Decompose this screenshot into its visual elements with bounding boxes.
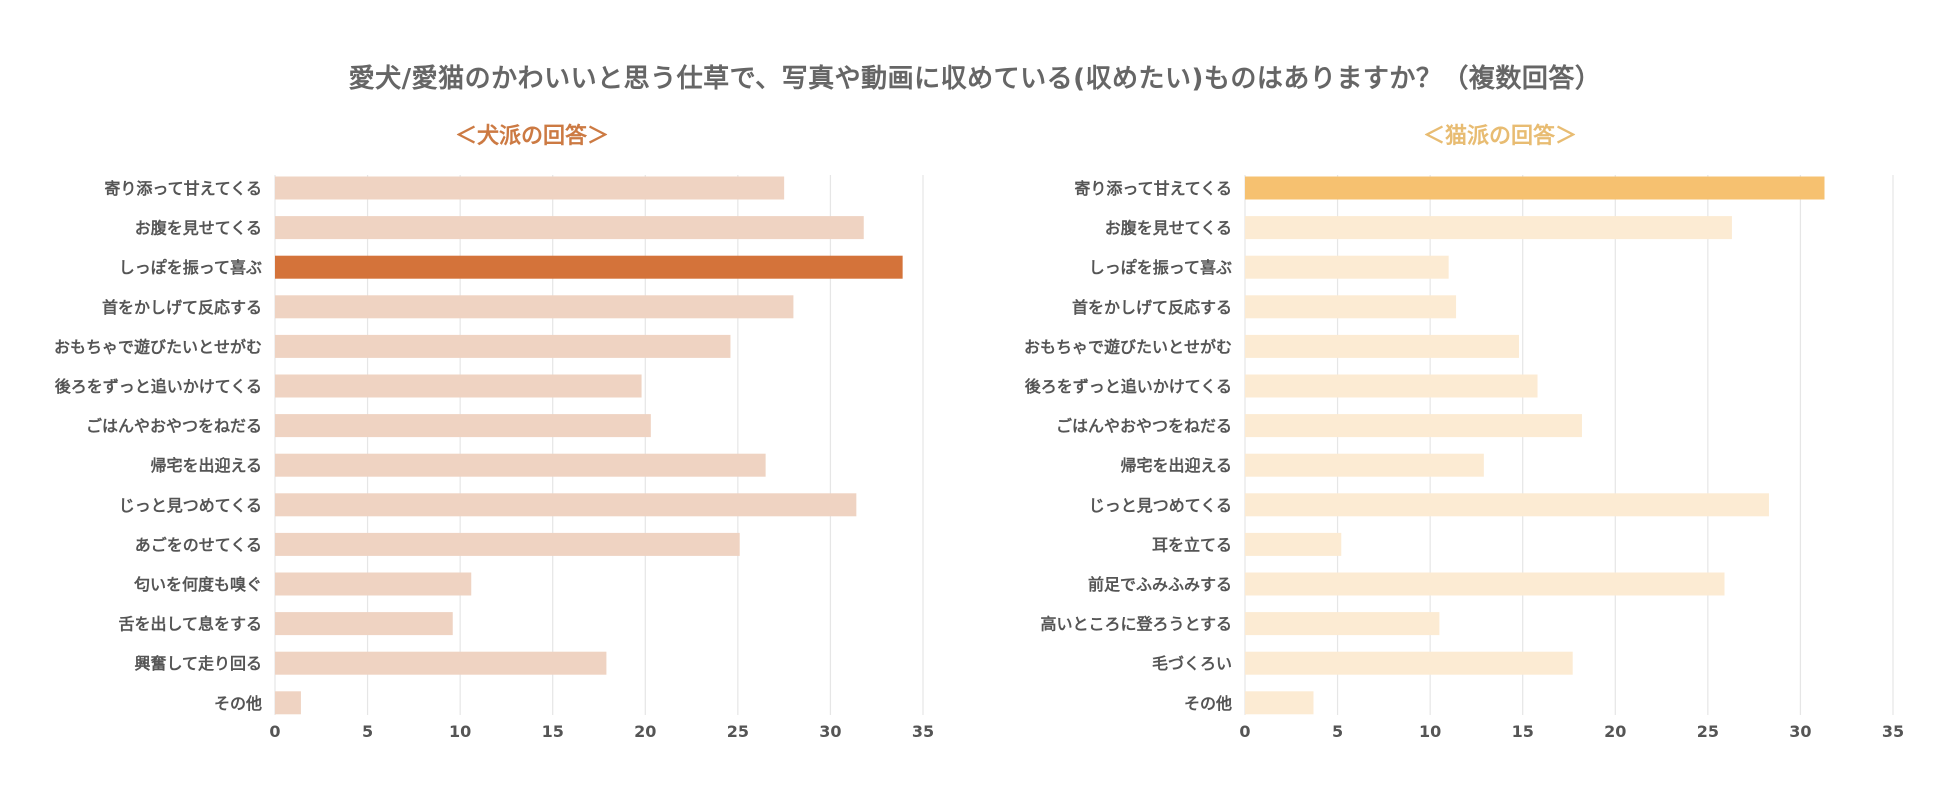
cat-tick-label: 0 <box>1239 722 1250 741</box>
cat-tick-label: 30 <box>1789 722 1811 741</box>
cat-bar <box>1245 374 1538 398</box>
dog-category-label: 首をかしげて反応する <box>102 298 262 317</box>
cat-category-label: その他 <box>1184 694 1232 713</box>
cat-category-label: 前足でふみふみする <box>1088 575 1232 594</box>
cat-bar-chart: 寄り添って甘えてくるお腹を見せてくるしっぽを振って喜ぶ首をかしげて反応するおもち… <box>1024 175 1904 741</box>
dog-category-label: じっと見つめてくる <box>119 496 262 515</box>
dog-bar <box>275 295 794 319</box>
dog-bar-chart: 寄り添って甘えてくるお腹を見せてくるしっぽを振って喜ぶ首をかしげて反応するおもち… <box>54 175 934 741</box>
dog-category-label: 後ろをずっと追いかけてくる <box>55 377 262 396</box>
cat-bar <box>1245 216 1732 240</box>
dog-category-label: しっぽを振って喜ぶ <box>119 258 262 277</box>
cat-category-label: ごはんやおやつをねだる <box>1056 417 1232 436</box>
cat-bar <box>1245 572 1725 596</box>
cat-bar <box>1245 414 1582 438</box>
dog-bar <box>275 334 731 358</box>
dog-tick-label: 15 <box>542 722 564 741</box>
cat-bar <box>1245 532 1342 556</box>
dog-bar <box>275 532 740 556</box>
dog-category-label: その他 <box>214 694 262 713</box>
cat-category-label: 後ろをずっと追いかけてくる <box>1025 377 1232 396</box>
cat-category-label: 寄り添って甘えてくる <box>1074 179 1232 198</box>
dog-category-label: お腹を見せてくる <box>135 219 262 238</box>
dog-tick-label: 20 <box>634 722 656 741</box>
cat-category-label: 高いところに登ろうとする <box>1040 615 1232 634</box>
dog-category-label: 帰宅を出迎える <box>150 456 262 475</box>
cat-category-label: 首をかしげて反応する <box>1072 298 1232 317</box>
cat-tick-label: 25 <box>1697 722 1719 741</box>
cat-category-label: しっぽを振って喜ぶ <box>1089 258 1232 277</box>
dog-bar <box>275 572 472 596</box>
cat-tick-label: 5 <box>1332 722 1343 741</box>
chart-title: 愛犬/愛猫のかわいいと思う仕草で、写真や動画に収めている(収めたい)ものはありま… <box>348 64 1602 94</box>
dog-category-label: おもちゃで遊びたいとせがむ <box>54 337 262 356</box>
dog-bar <box>275 414 651 438</box>
dog-category-label: 寄り添って甘えてくる <box>104 179 262 198</box>
cat-bar <box>1245 453 1484 477</box>
cat-tick-label: 15 <box>1512 722 1534 741</box>
dog-bar <box>275 493 857 517</box>
dog-bar <box>275 255 903 279</box>
cat-bar <box>1245 255 1449 279</box>
cat-bar <box>1245 691 1314 715</box>
cat-tick-label: 35 <box>1882 722 1904 741</box>
dog-tick-label: 25 <box>727 722 749 741</box>
cat-category-label: じっと見つめてくる <box>1089 496 1232 515</box>
dog-bar <box>275 651 607 675</box>
dog-bar <box>275 176 785 200</box>
cat-bar <box>1245 295 1457 319</box>
dog-tick-label: 35 <box>912 722 934 741</box>
cat-bar <box>1245 493 1769 517</box>
dog-category-label: 匂いを何度も嗅ぐ <box>133 575 262 594</box>
cat-chart-subtitle: ＜猫派の回答＞ <box>1422 124 1577 149</box>
dog-category-label: あごをのせてくる <box>135 535 262 554</box>
cat-category-label: 耳を立てる <box>1152 535 1232 554</box>
dog-bar <box>275 612 453 636</box>
dog-bar <box>275 216 864 240</box>
cat-bar <box>1245 612 1440 636</box>
dog-tick-label: 5 <box>362 722 373 741</box>
cat-category-label: 帰宅を出迎える <box>1120 456 1232 475</box>
cat-bar <box>1245 334 1520 358</box>
cat-category-label: おもちゃで遊びたいとせがむ <box>1024 337 1232 356</box>
dog-tick-label: 0 <box>269 722 280 741</box>
cat-category-label: お腹を見せてくる <box>1105 219 1232 238</box>
dog-category-label: 舌を出して息をする <box>118 615 262 634</box>
cat-bar <box>1245 651 1573 675</box>
cat-tick-label: 20 <box>1604 722 1626 741</box>
dog-tick-label: 10 <box>449 722 471 741</box>
cat-category-label: 毛づくろい <box>1152 654 1232 673</box>
dog-category-label: ごはんやおやつをねだる <box>86 417 262 436</box>
dog-bar <box>275 453 766 477</box>
dog-chart-subtitle: ＜犬派の回答＞ <box>454 124 609 149</box>
cat-bar <box>1245 176 1825 200</box>
dog-bar <box>275 691 301 715</box>
dog-tick-label: 30 <box>819 722 841 741</box>
cat-tick-label: 10 <box>1419 722 1441 741</box>
dog-category-label: 興奮して走り回る <box>134 654 262 673</box>
dog-bar <box>275 374 642 398</box>
